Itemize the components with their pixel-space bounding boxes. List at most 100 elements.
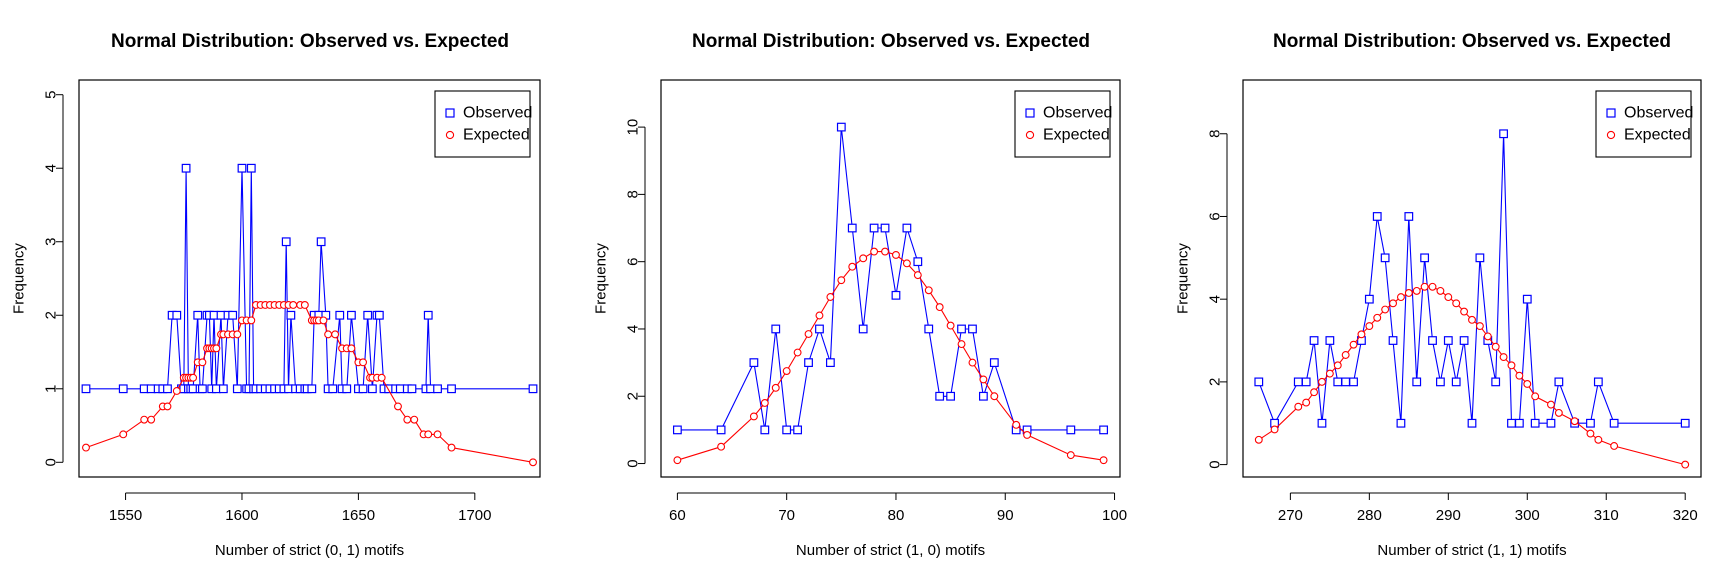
data-point-circle — [1515, 371, 1524, 380]
data-point-circle — [924, 286, 933, 295]
data-point-square — [1099, 425, 1109, 435]
data-point-circle — [233, 330, 242, 339]
data-point-square — [815, 324, 824, 334]
data-point-circle — [881, 247, 889, 256]
data-point-square — [968, 324, 977, 334]
data-point-circle — [771, 383, 780, 392]
data-point-circle — [760, 399, 769, 407]
x-tick-label: 1600 — [225, 507, 258, 524]
data-point-square — [1491, 377, 1501, 387]
data-point-circle — [1468, 315, 1476, 324]
data-point-circle — [1507, 361, 1516, 370]
data-point-circle — [1381, 305, 1390, 314]
data-point-square — [1530, 418, 1540, 428]
data-point-circle — [1531, 392, 1540, 401]
data-point-square — [913, 257, 923, 267]
data-point-square — [1522, 294, 1532, 304]
data-point-square — [1436, 377, 1445, 387]
data-point-circle — [319, 316, 328, 325]
data-point-circle — [410, 415, 419, 424]
data-point-circle — [1066, 451, 1075, 460]
data-point-square — [1609, 418, 1619, 428]
x-tick-label: 100 — [1102, 507, 1127, 524]
data-point-square — [374, 310, 384, 320]
data-point-square — [1388, 336, 1398, 345]
data-point-circle — [347, 344, 356, 353]
data-point-circle — [1341, 351, 1350, 359]
x-tick-label: 1550 — [109, 507, 142, 524]
data-point-circle — [433, 430, 442, 439]
data-point-circle — [198, 358, 207, 367]
data-point-circle — [1460, 307, 1469, 316]
data-point-square — [1412, 377, 1422, 387]
data-point-square — [1546, 418, 1556, 428]
data-point-circle — [1333, 361, 1342, 370]
y-axis-label: Frequency — [11, 243, 28, 314]
data-point-square — [782, 425, 792, 435]
data-point-circle — [782, 367, 791, 375]
legend-marker-square — [1025, 108, 1035, 118]
data-point-square — [367, 384, 377, 394]
data-point-square — [825, 358, 835, 368]
series-line — [85, 304, 534, 463]
data-point-circle — [815, 311, 824, 320]
data-point-circle — [892, 250, 900, 259]
legend-marker-square — [445, 108, 455, 118]
data-point-circle — [1023, 430, 1032, 439]
data-point-circle — [1254, 435, 1263, 444]
legend-box — [1014, 90, 1111, 158]
data-point-square — [193, 310, 203, 320]
data-point-square — [228, 310, 238, 320]
x-tick-label: 80 — [888, 507, 905, 524]
data-point-circle — [324, 330, 333, 339]
data-point-square — [1349, 377, 1358, 387]
data-point-square — [347, 310, 356, 320]
data-point-square — [1451, 377, 1461, 387]
data-point-square — [1475, 253, 1485, 263]
data-point-square — [218, 384, 228, 394]
data-point-circle — [1357, 330, 1366, 339]
data-point-square — [358, 384, 368, 394]
data-point-circle — [990, 392, 999, 401]
legend-marker-square — [1606, 108, 1616, 118]
legend-box — [1595, 90, 1692, 158]
data-point-circle — [82, 443, 90, 452]
data-point-circle — [140, 415, 149, 424]
data-point-square — [749, 358, 759, 368]
data-point-square — [1254, 377, 1264, 387]
data-point-square — [924, 324, 934, 334]
data-point-square — [197, 384, 207, 394]
data-point-square — [1317, 418, 1327, 428]
data-point-circle — [1475, 322, 1484, 331]
data-point-square — [1325, 336, 1335, 345]
data-point-square — [1459, 336, 1469, 345]
data-point-square — [363, 310, 373, 320]
data-point-circle — [189, 373, 198, 382]
x-tick-label: 270 — [1278, 507, 1303, 524]
data-point-square — [237, 163, 247, 173]
data-point-square — [946, 391, 956, 401]
y-axis-label: Frequency — [593, 243, 610, 314]
data-point-square — [836, 122, 846, 132]
data-point-square — [804, 358, 813, 368]
y-tick-label: 1 — [43, 385, 60, 393]
series-observed — [1254, 129, 1690, 428]
data-point-square — [1364, 294, 1374, 304]
legend: Observed Expected — [1595, 90, 1693, 158]
data-point-circle — [1554, 408, 1563, 417]
x-tick-label: 290 — [1436, 507, 1461, 524]
y-tick-label: 4 — [1207, 295, 1224, 303]
y-tick-label: 4 — [43, 164, 60, 172]
data-point-circle — [1349, 340, 1358, 349]
data-point-square — [1593, 377, 1603, 387]
legend-box — [434, 90, 531, 158]
data-point-square — [891, 290, 901, 300]
chart-title: Normal Distribution: Observed vs. Expect… — [692, 31, 1090, 52]
data-point-square — [172, 310, 182, 320]
data-point-circle — [1570, 417, 1579, 426]
series-observed — [81, 163, 538, 394]
data-point-square — [328, 384, 338, 394]
series-line — [677, 127, 1104, 431]
x-tick-label: 300 — [1515, 507, 1540, 524]
